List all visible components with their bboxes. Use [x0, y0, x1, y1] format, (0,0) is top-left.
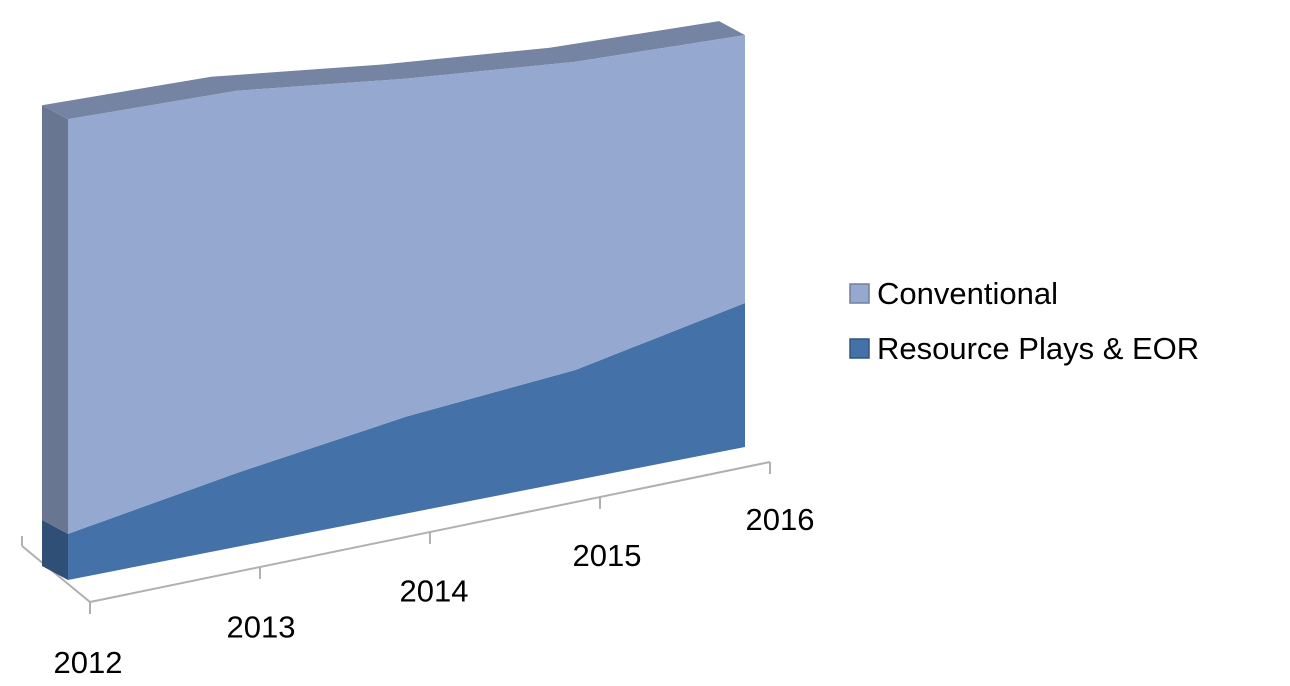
legend-swatch [849, 283, 870, 304]
side-face [42, 519, 68, 580]
area [68, 303, 745, 580]
x-tick-label: 2014 [400, 574, 469, 609]
legend-label: Conventional [877, 276, 1058, 311]
x-tick-label: 2015 [573, 538, 642, 573]
legend-swatch [849, 338, 870, 359]
legend-label: Resource Plays & EOR [877, 331, 1199, 366]
x-tick-label: 2016 [746, 502, 815, 537]
side-face [42, 105, 68, 534]
area [68, 35, 745, 534]
x-tick-label: 2013 [227, 609, 296, 644]
top-face [42, 21, 745, 120]
x-tick-label: 2012 [54, 645, 123, 680]
